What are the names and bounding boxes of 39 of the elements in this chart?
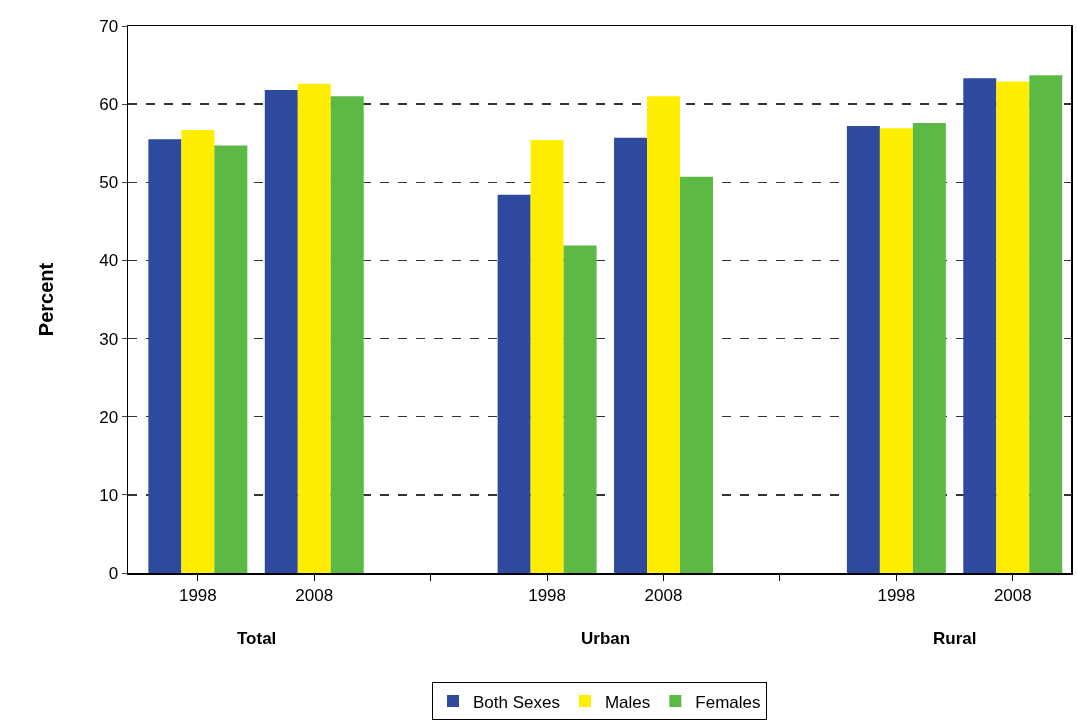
y-tick-label: 10 <box>99 485 119 505</box>
x-tick-label: 2008 <box>993 585 1032 605</box>
x-tick-label: 2008 <box>644 585 683 605</box>
y-tick-label: 30 <box>99 329 119 349</box>
y-tick-label: 0 <box>108 563 119 583</box>
x-tick-label: 1998 <box>528 585 567 605</box>
legend-label: Both Sexes <box>473 692 560 712</box>
bar <box>530 140 564 573</box>
y-tick-label: 20 <box>99 407 119 427</box>
legend-label: Males <box>604 692 651 712</box>
bar <box>963 78 997 573</box>
bar <box>181 129 215 573</box>
x-tick-label: 1998 <box>178 585 217 605</box>
bar <box>214 145 248 573</box>
bar <box>614 137 648 573</box>
y-tick-label: 70 <box>99 16 119 36</box>
bar <box>148 139 182 573</box>
bar <box>647 96 681 573</box>
bar <box>996 81 1030 573</box>
bar <box>330 96 364 573</box>
x-tick-label: 1998 <box>877 585 916 605</box>
y-axis-title: Percent <box>34 262 57 337</box>
bar <box>264 90 298 573</box>
legend-label: Females <box>695 692 761 712</box>
bar <box>1029 75 1063 573</box>
text: Total <box>237 629 277 648</box>
bar <box>497 194 531 573</box>
bar <box>912 122 946 573</box>
y-tick-label: 60 <box>99 95 119 115</box>
bar <box>563 245 597 573</box>
y-tick-label: 50 <box>99 173 119 193</box>
bar <box>846 126 880 573</box>
bar <box>879 128 913 573</box>
y-tick-label: 40 <box>99 251 119 271</box>
bar <box>680 176 714 573</box>
text: Rural <box>933 629 977 648</box>
bar <box>297 83 331 573</box>
text: Urban <box>581 629 631 648</box>
x-tick-label: 2008 <box>295 585 334 605</box>
